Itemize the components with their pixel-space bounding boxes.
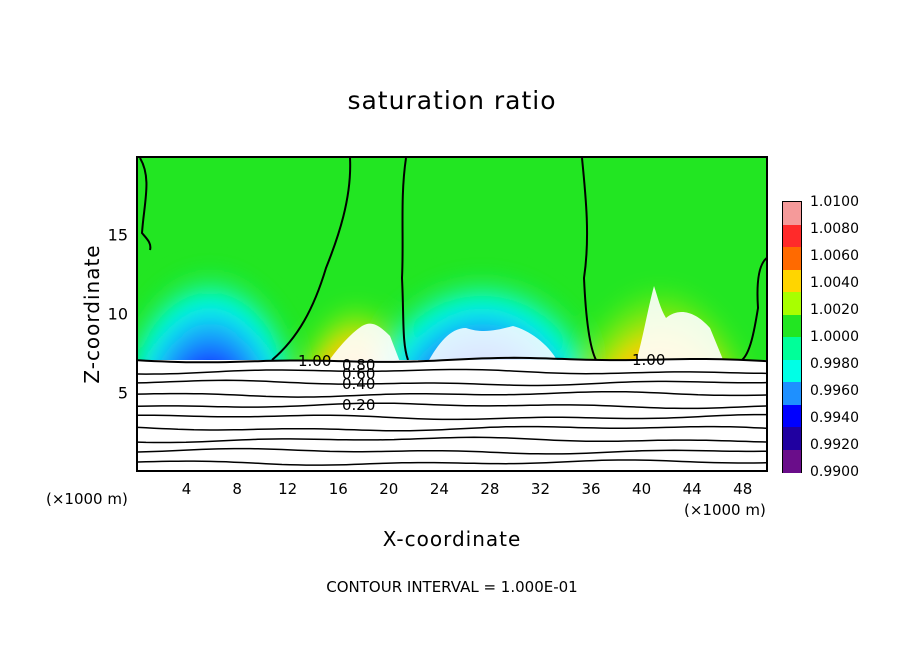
colorbar-swatch	[783, 247, 801, 270]
x-axis-label: X-coordinate	[382, 527, 522, 551]
x-tick-label: 16	[328, 480, 348, 498]
colorbar-label: 1.0080	[810, 221, 859, 237]
colorbar-label: 1.0060	[810, 248, 859, 264]
dry-core-2	[428, 326, 558, 362]
region-dry-2	[372, 208, 592, 362]
contour-label: 0.60	[342, 365, 375, 383]
colorbar-swatch	[783, 269, 801, 293]
colorbar-swatch	[783, 359, 801, 383]
moist-core-2	[636, 286, 724, 362]
x-unit-label: (×1000 m)	[684, 501, 766, 519]
contour-1-00-d	[581, 158, 597, 361]
colorbar-label: 0.9980	[810, 356, 859, 372]
x-tick-label: 28	[480, 480, 500, 498]
x-tick-label: 48	[733, 480, 753, 498]
colorbar-label: 1.0000	[810, 329, 859, 345]
colorbar-label: 0.9940	[810, 410, 859, 426]
terrain-contour-line	[138, 356, 766, 364]
terrain-contour-line	[138, 425, 766, 432]
contour-1-00-e	[741, 257, 766, 361]
y-tick-label: 5	[117, 383, 128, 403]
contour-label: 1.00	[632, 351, 665, 369]
saturation-field	[138, 158, 766, 362]
colorbar-label: 1.0040	[810, 275, 859, 291]
terrain-contour-line	[138, 390, 766, 398]
terrain-contour-line	[138, 459, 766, 466]
y-tick-label: 10	[107, 304, 128, 324]
terrain-region	[138, 360, 766, 470]
colorbar-swatch	[783, 337, 801, 360]
chart-title: saturation ratio	[347, 86, 557, 115]
x-tick-label: 40	[632, 480, 652, 498]
x-tick-label: 44	[682, 480, 702, 498]
colorbar-label: 1.0020	[810, 302, 859, 318]
contour-label: 0.20	[342, 396, 375, 414]
terrain-contour-line	[138, 413, 766, 421]
contour-label: 1.00	[298, 352, 331, 370]
plot-area: 1.00 0.80 0.60 0.40 0.20 1.00	[136, 156, 768, 472]
terrain-contour-line	[138, 368, 766, 375]
colorbar-label: 0.9960	[810, 383, 859, 399]
x-tick-label: 8	[232, 480, 242, 498]
x-tick-label: 4	[181, 480, 192, 498]
colorbar-swatch	[783, 404, 801, 428]
terrain-contours	[138, 356, 766, 466]
terrain-contour-line	[138, 379, 766, 387]
x-tick-label: 36	[581, 480, 601, 498]
colorbar-swatch	[783, 224, 801, 248]
contour-label: 0.40	[342, 375, 375, 393]
colorbar	[782, 201, 802, 473]
x-unit-label: (×1000 m)	[46, 490, 128, 508]
region-dry-1	[138, 198, 295, 362]
contour-1-00-b	[271, 158, 352, 361]
contour-1-00-c	[400, 158, 409, 361]
colorbar-swatch	[783, 449, 801, 473]
x-tick-label: 20	[379, 480, 399, 498]
x-tick-label: 32	[530, 480, 551, 498]
moist-core-1	[328, 323, 400, 362]
colorbar-swatch	[783, 292, 801, 315]
x-tick-label: 12	[278, 480, 298, 498]
colorbar-label: 1.0100	[810, 194, 859, 210]
colorbar-label: 0.9900	[810, 464, 859, 480]
contour-label: 0.80	[342, 356, 375, 374]
x-tick-label: 24	[429, 480, 449, 498]
contour-interval-note: CONTOUR INTERVAL = 1.000E-01	[326, 578, 578, 596]
y-tick-label: 15	[107, 225, 128, 245]
region-wet-2	[565, 178, 755, 362]
terrain-contour-line	[138, 402, 766, 410]
contour-1-00-a	[139, 158, 152, 251]
terrain-contour-line	[138, 436, 766, 444]
terrain-contour-line	[138, 447, 766, 455]
colorbar-label: 0.9920	[810, 437, 859, 453]
colorbar-swatch	[783, 202, 801, 225]
colorbar-swatch	[783, 382, 801, 405]
colorbar-swatch	[783, 314, 801, 338]
contour-plot: 1.00 0.80 0.60 0.40 0.20 1.00	[138, 158, 766, 470]
colorbar-swatch	[783, 427, 801, 450]
